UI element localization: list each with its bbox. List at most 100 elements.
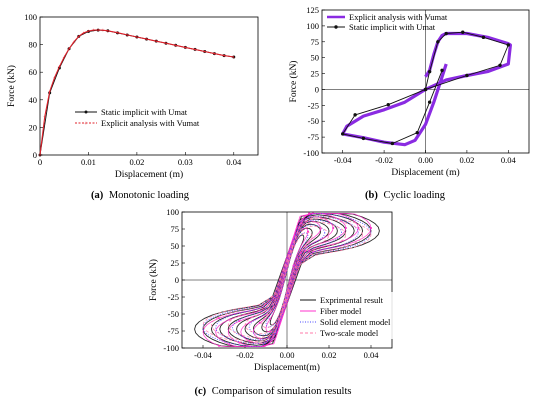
hysteresis-loop-two-scale-model: [210, 217, 364, 343]
y-axis-label: Force (kN): [6, 65, 17, 107]
hysteresis-loop-fiber-model: [202, 213, 372, 347]
y-tick-label: 75: [171, 224, 180, 234]
data-point: [238, 320, 241, 323]
data-point: +: [203, 50, 207, 56]
y-tick-label: -50: [168, 309, 179, 319]
hysteresis-loop-fiber-model: [240, 216, 334, 344]
hysteresis-loop-solid-element-model: [248, 224, 326, 336]
data-point: +: [87, 30, 91, 36]
data-point: +: [48, 90, 52, 96]
caption-c: (c) Comparison of simulation results: [195, 386, 352, 397]
hysteresis-loop-two-scale-model: [261, 231, 313, 329]
data-point: +: [63, 56, 67, 62]
y-tick-label: 80: [29, 40, 38, 50]
x-axis-label: Displacement(m): [254, 362, 320, 373]
data-point: +: [53, 76, 57, 82]
legend-label: Fiber model: [320, 306, 362, 316]
data-point: [444, 31, 448, 36]
x-tick-label: 0.00: [418, 155, 433, 165]
y-tick-label: 40: [29, 95, 38, 105]
y-tick-label: 50: [311, 53, 320, 63]
x-tick-label: 0.04: [226, 157, 242, 167]
hysteresis-loop-solid-element-model: [202, 213, 372, 347]
data-point: [440, 68, 444, 73]
x-tick-label: 0.01: [81, 157, 96, 167]
x-axis-label: Displacement (m): [115, 169, 183, 180]
legend-label: Static implicit with Umat: [101, 107, 188, 117]
data-point: +: [116, 31, 120, 37]
panel-a-monotonic: 0 0.01 0.02 0.03 0.04 0 20 40 60 80 100 Displacemen…: [6, 12, 259, 201]
legend-marker: [334, 25, 338, 29]
data-point: [311, 212, 314, 215]
data-point: [427, 69, 432, 74]
legend-label: Explicit analysis with Vumat: [349, 12, 448, 22]
hysteresis-loop-two-scale-model: [202, 216, 372, 344]
data-point: [344, 226, 347, 229]
data-point: +: [193, 48, 197, 54]
legend-label: Explicit analysis with Vumat: [101, 118, 200, 128]
data-point: +: [213, 52, 217, 58]
data-point: [248, 321, 251, 324]
hysteresis-loop-exprimental-result: [219, 214, 355, 346]
data-point: +: [38, 154, 42, 160]
y-tick-label: 0: [175, 275, 179, 285]
data-point: [361, 136, 366, 141]
x-tick-label: 0: [38, 157, 42, 167]
data-point: +: [58, 65, 62, 71]
plot-a-area: 0 0.01 0.02 0.03 0.04 0 20 40 60 80 100 Displacemen…: [6, 12, 259, 180]
y-tick-label: 0: [33, 150, 37, 160]
y-tick-label: 100: [166, 207, 179, 217]
data-point: [292, 264, 295, 267]
data-point: [218, 317, 221, 320]
y-tick-label: 0: [315, 84, 319, 94]
data-point: [415, 130, 419, 135]
y-tick-label: 25: [171, 258, 180, 268]
hysteresis-loop-exprimental-result: [252, 223, 322, 337]
y-tick-label: 100: [24, 12, 37, 22]
y-tick-label: -25: [308, 100, 319, 110]
y-tick-label: -75: [308, 132, 319, 142]
series-line-explicit: [39, 29, 234, 156]
data-point: +: [72, 40, 76, 46]
y-tick-label: -100: [163, 343, 179, 353]
data-point: [481, 35, 486, 40]
data-point: +: [92, 29, 96, 35]
hysteresis-loop-solid-element-model: [231, 219, 343, 341]
caption-c-letter: (c): [195, 386, 207, 397]
hysteresis-loop-two-scale-model: [244, 225, 330, 335]
data-point: [218, 344, 221, 347]
x-tick-label: 0.04: [364, 350, 380, 360]
y-axis-label: Force (kN): [288, 61, 299, 103]
data-point: [461, 30, 465, 34]
x-tick-label: -0.02: [236, 350, 254, 360]
y-tick-label: 60: [29, 67, 38, 77]
legend-label: Solid element model: [320, 317, 391, 327]
data-point: [427, 100, 432, 104]
data-point: +: [222, 54, 226, 60]
y-tick-label: 100: [306, 21, 319, 31]
y-tick-label: -100: [303, 148, 319, 158]
legend-label: Exprimental result: [320, 295, 384, 305]
data-point: +: [155, 40, 159, 46]
data-point: [269, 318, 272, 321]
caption-a-text: Monotonic loading: [109, 190, 190, 201]
plot-b-area: -0.04 -0.02 0.00 0.02 0.04 -100 -75 -50 -25 0 25 50…: [288, 5, 530, 178]
caption-b: (b) Cyclic loading: [365, 190, 446, 201]
hysteresis-loop-solid-element-model: [265, 232, 309, 328]
y-tick-label: -50: [308, 116, 319, 126]
data-point: [465, 73, 469, 78]
caption-c-text: Comparison of simulation results: [212, 386, 352, 397]
x-tick-label: 0.03: [178, 157, 193, 167]
x-tick-label: 0.04: [501, 155, 517, 165]
plot-frame: [39, 16, 259, 156]
x-tick-label: -0.02: [375, 155, 393, 165]
legend-label: Two-scale model: [320, 328, 379, 338]
y-tick-label: 75: [311, 37, 320, 47]
x-axis-label: Displacement (m): [391, 167, 459, 178]
data-point: [436, 40, 440, 44]
y-tick-label: 20: [29, 122, 38, 132]
x-tick-label: 0.00: [280, 350, 295, 360]
data-point: [357, 226, 360, 229]
data-point: +: [174, 44, 178, 50]
data-point: +: [96, 28, 100, 34]
